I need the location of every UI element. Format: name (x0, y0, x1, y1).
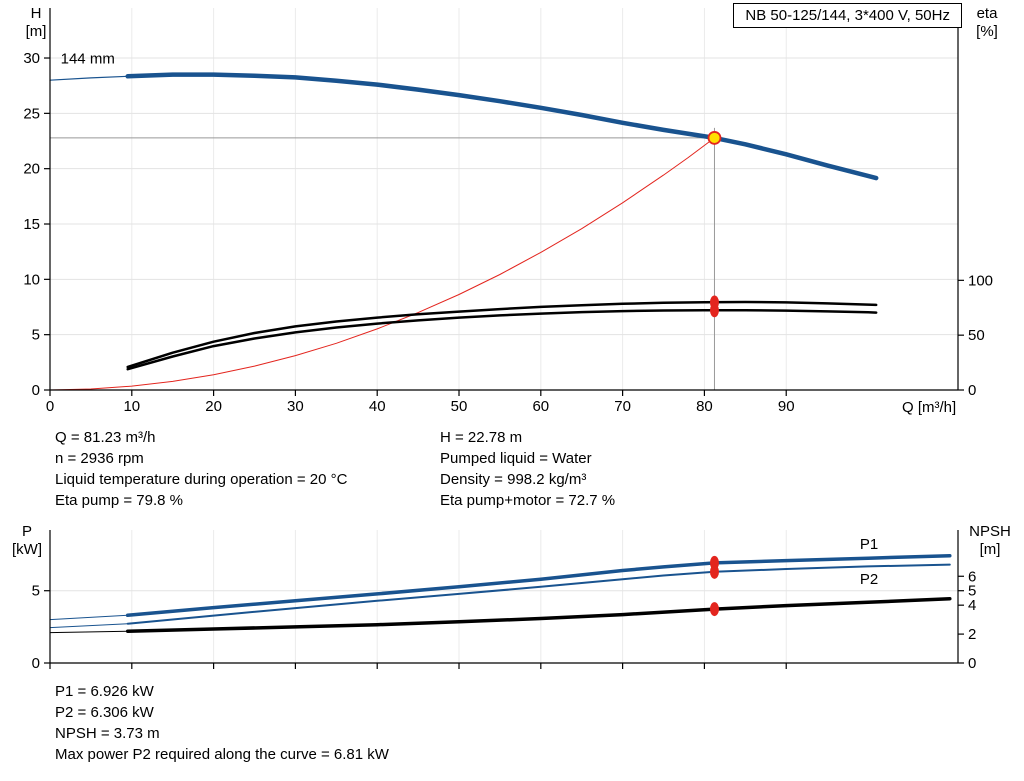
x-tick-label: 30 (287, 398, 304, 415)
left-tick-label: 5 (32, 583, 40, 600)
npsh-axis-symbol: NPSH (969, 523, 1011, 540)
left-tick-label: 0 (32, 382, 40, 399)
info-line-density: Density = 998.2 kg/m³ (440, 471, 587, 488)
left-tick-label: 30 (23, 50, 40, 67)
x-tick-label: 60 (532, 398, 549, 415)
duty-point (707, 131, 722, 145)
left-tick-label: 0 (32, 655, 40, 672)
right-tick-label: 0 (968, 382, 976, 399)
right-tick-label: 2 (968, 626, 976, 643)
x-tick-label: 90 (778, 398, 795, 415)
left-tick-label: 5 (32, 327, 40, 344)
hq-eta-chart: 0 5 10 15 20 25 30 0 50 100 0 10 20 30 40 50 60 70 80 90 144… (23, 8, 993, 415)
h-curve-144mm (125, 72, 879, 181)
info-line-speed: n = 2936 rpm (55, 450, 144, 467)
h-axis-symbol: H (30, 5, 42, 22)
x-tick-label: 0 (46, 398, 54, 415)
system-curve (49, 137, 715, 391)
q-axis-label: Q [m³/h] (902, 399, 957, 416)
info-line-pumped-liquid: Pumped liquid = Water (440, 450, 592, 467)
npsh-curve (125, 596, 952, 633)
info-line-liquid-temp: Liquid temperature during operation = 20… (55, 471, 348, 488)
p1-curve-label: P1 (860, 536, 878, 553)
impeller-size-label: 144 mm (61, 51, 115, 68)
info-line-p1: P1 = 6.926 kW (55, 683, 154, 700)
x-tick-label: 20 (205, 398, 222, 415)
eta-pump-motor-marker (709, 303, 719, 318)
x-tick-label: 10 (123, 398, 140, 415)
right-tick-label: 100 (968, 272, 993, 289)
p-axis-symbol: P (21, 523, 32, 540)
right-tick-label: 4 (968, 597, 976, 614)
duty-info-right-column: H = 22.78 m Pumped liquid = Water Densit… (440, 427, 615, 511)
right-tick-label: 5 (968, 583, 976, 600)
npsh-axis-unit: [m] (979, 541, 1001, 558)
eta-axis-header: eta [%] (962, 5, 1012, 41)
right-tick-label: 50 (968, 327, 985, 344)
info-line-h: H = 22.78 m (440, 429, 523, 446)
x-tick-label: 70 (614, 398, 631, 415)
x-tick-label: 80 (696, 398, 713, 415)
p2-marker (709, 564, 719, 579)
eta-pump-motor-curve (126, 308, 878, 371)
p2-curve (126, 563, 951, 625)
npsh-curve-lead (49, 630, 129, 634)
left-tick-label: 20 (23, 161, 40, 178)
x-tick-label: 50 (451, 398, 468, 415)
info-line-eta-pump: Eta pump = 79.8 % (55, 492, 183, 509)
npsh-marker (709, 602, 719, 617)
eta-axis-unit: [%] (976, 23, 998, 40)
x-tick-label: 40 (369, 398, 386, 415)
left-tick-label: 25 (23, 105, 40, 122)
left-tick-label: 10 (23, 271, 40, 288)
p2-curve-label: P2 (860, 571, 878, 588)
info-line-p2: P2 = 6.306 kW (55, 704, 154, 721)
eta-pump-curve (126, 300, 878, 369)
p1-curve (125, 553, 952, 618)
duty-info-left-column: Q = 81.23 m³/h n = 2936 rpm Liquid tempe… (55, 427, 347, 511)
info-line-npsh: NPSH = 3.73 m (55, 725, 160, 742)
p2-curve-lead (49, 623, 129, 629)
eta-axis-symbol: eta (976, 5, 998, 22)
info-line-max-p2: Max power P2 required along the curve = … (55, 746, 389, 763)
pump-model-box: NB 50-125/144, 3*400 V, 50Hz (733, 3, 962, 28)
h-axis-header: H [m] (14, 5, 58, 41)
info-line-eta-pump-motor: Eta pump+motor = 72.7 % (440, 492, 616, 509)
info-line-q: Q = 81.23 m³/h (55, 429, 156, 446)
power-info-block: P1 = 6.926 kW P2 = 6.306 kW NPSH = 3.73 … (55, 681, 389, 765)
h-axis-unit: [m] (25, 23, 47, 40)
p-axis-unit: [kW] (12, 541, 42, 558)
left-tick-label: 15 (23, 216, 40, 233)
right-tick-label: 6 (968, 568, 976, 585)
npsh-axis-header: NPSH [m] (962, 523, 1018, 559)
p1-curve-lead (49, 614, 129, 621)
h-curve-lead (49, 75, 129, 81)
right-tick-label: 0 (968, 655, 976, 672)
p-axis-header: P [kW] (4, 523, 50, 559)
